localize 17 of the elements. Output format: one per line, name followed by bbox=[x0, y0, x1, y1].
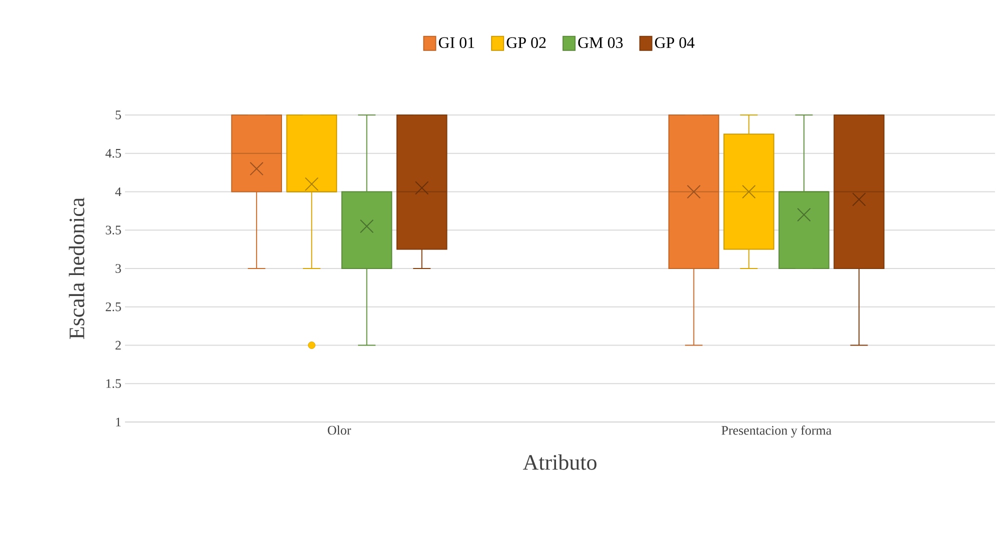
legend-label: GP 02 bbox=[506, 37, 546, 48]
legend-label: GP 04 bbox=[654, 37, 695, 48]
y-tick-label: 1.5 bbox=[106, 379, 121, 388]
y-axis-title: Escala hedonica bbox=[68, 198, 84, 340]
x-axis-title: Atributo bbox=[522, 454, 596, 470]
y-tick-label: 4.5 bbox=[105, 148, 121, 158]
legend-label: GM 03 bbox=[578, 37, 623, 48]
y-tick-label: 5 bbox=[116, 110, 121, 120]
x-tick-label: Presentacion y forma bbox=[722, 426, 832, 438]
y-tick-label: 2 bbox=[116, 340, 121, 350]
y-tick-label: 4 bbox=[115, 187, 122, 196]
legend-label: GI 01 bbox=[438, 37, 474, 48]
x-tick-label: Olor bbox=[328, 426, 352, 435]
y-tick-label: 2.5 bbox=[106, 302, 121, 312]
y-tick-label: 3 bbox=[116, 264, 121, 273]
y-tick-label: 1 bbox=[116, 418, 121, 426]
y-tick-label: 3.5 bbox=[106, 226, 121, 235]
